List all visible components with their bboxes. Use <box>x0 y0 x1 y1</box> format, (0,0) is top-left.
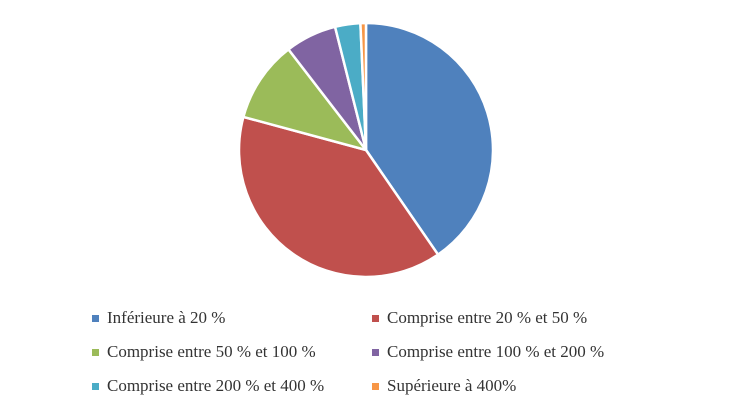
legend-item-3: Comprise entre 50 % et 100 % <box>92 339 372 365</box>
pie-slice-3 <box>242 48 368 152</box>
legend-swatch-4 <box>372 348 379 356</box>
pie-slice-1 <box>364 21 495 256</box>
legend-item-5: Comprise entre 200 % et 400 % <box>92 373 372 399</box>
legend-item-6: Supérieure à 400% <box>372 373 672 399</box>
legend-swatch-1 <box>92 314 99 322</box>
legend-label-1: Inférieure à 20 % <box>107 308 226 327</box>
legend-swatch-6 <box>372 382 379 390</box>
legend-item-1: Inférieure à 20 % <box>92 305 372 331</box>
legend-swatch-2 <box>372 314 379 322</box>
legend-label-4: Comprise entre 100 % et 200 % <box>387 342 605 361</box>
legend-item-4: Comprise entre 100 % et 200 % <box>372 339 672 365</box>
legend-item-2: Comprise entre 20 % et 50 % <box>372 305 672 331</box>
chart-legend: Inférieure à 20 % Comprise entre 20 % et … <box>92 305 692 399</box>
pie-slices <box>237 21 495 279</box>
pie-slice-6 <box>359 21 368 152</box>
pie-slice-2 <box>237 115 440 279</box>
legend-swatch-5 <box>92 382 99 390</box>
legend-label-2: Comprise entre 20 % et 50 % <box>387 308 588 327</box>
legend-swatch-3 <box>92 348 99 356</box>
pie-chart <box>237 21 495 279</box>
legend-label-3: Comprise entre 50 % et 100 % <box>107 342 316 361</box>
legend-label-6: Supérieure à 400% <box>387 376 517 395</box>
legend-label-5: Comprise entre 200 % et 400 % <box>107 376 325 395</box>
